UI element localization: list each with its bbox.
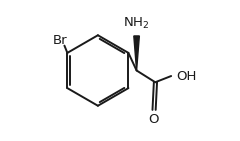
Text: Br: Br [53, 34, 68, 47]
Text: OH: OH [176, 70, 196, 83]
Text: NH$_2$: NH$_2$ [123, 16, 150, 31]
Polygon shape [134, 36, 139, 70]
Text: O: O [148, 113, 159, 126]
